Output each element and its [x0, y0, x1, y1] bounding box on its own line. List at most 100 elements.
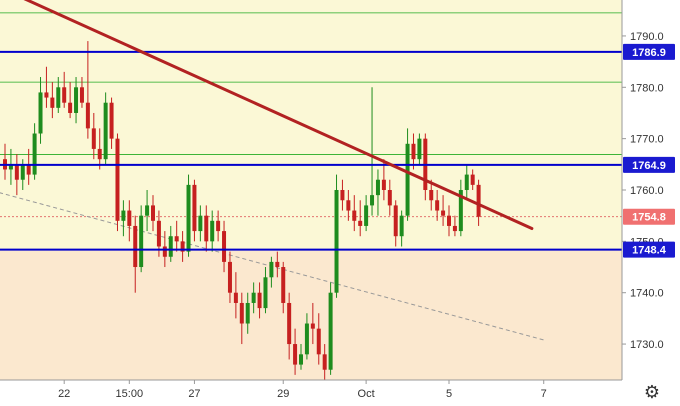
candle — [227, 251, 232, 303]
candle — [91, 112, 96, 160]
x-tick-label: 15:00 — [116, 388, 144, 400]
candle — [269, 256, 274, 288]
level-badge: 1786.9 — [623, 43, 675, 60]
candle — [85, 41, 90, 139]
candle-body — [38, 92, 43, 134]
candle — [192, 179, 197, 242]
trend-line[interactable] — [0, 0, 534, 231]
x-tick-label: 29 — [277, 388, 289, 400]
candle — [281, 261, 286, 314]
candle — [204, 205, 209, 252]
candle — [50, 82, 55, 119]
candle — [68, 82, 73, 119]
candle-body — [133, 225, 138, 268]
candle-body — [429, 190, 434, 201]
badge-label: 1748.4 — [632, 245, 667, 257]
level-badge: 1748.4 — [623, 241, 675, 258]
candle — [32, 123, 37, 180]
gear-icon[interactable]: ⚙ — [643, 382, 661, 403]
y-tick-label: 1740.0 — [630, 288, 664, 300]
candle — [405, 128, 410, 221]
candle-body — [180, 241, 185, 252]
candle-body — [198, 215, 203, 232]
candle — [8, 148, 13, 185]
candle-body — [458, 190, 463, 232]
candle — [458, 179, 463, 237]
y-tick-label: 1760.0 — [630, 185, 664, 197]
current-price-badge: 1754.8 — [623, 208, 675, 225]
background-bands — [0, 0, 622, 380]
candle-body — [447, 215, 451, 226]
candle-body — [222, 231, 227, 262]
candle-body — [174, 236, 179, 242]
candle — [62, 71, 67, 108]
candle-body — [44, 92, 49, 98]
candle-body — [299, 354, 303, 365]
candle — [97, 128, 102, 170]
candle — [245, 292, 250, 334]
candle-body — [393, 205, 398, 237]
candle-body — [26, 164, 31, 175]
candle — [210, 210, 215, 252]
candle — [56, 77, 61, 113]
candle-body — [85, 102, 90, 129]
candle — [233, 272, 238, 319]
candle — [447, 205, 451, 237]
candle-body — [417, 138, 422, 160]
candle — [387, 179, 392, 216]
horizontal-levels[interactable] — [0, 50, 622, 251]
candle — [293, 328, 298, 375]
candle-body — [216, 220, 221, 232]
candle — [145, 190, 150, 232]
badge-box — [623, 241, 675, 258]
candle — [127, 200, 132, 242]
candle-body — [103, 102, 108, 160]
candle-body — [97, 148, 102, 160]
candle-body — [375, 179, 380, 196]
candle — [340, 179, 345, 211]
candle-body — [381, 179, 386, 190]
candle-body — [168, 236, 173, 257]
candle — [180, 231, 185, 262]
candle-body — [139, 215, 144, 268]
badge-label: 1786.9 — [632, 47, 666, 59]
time-axis[interactable]: 22 15:00 27 29 Oct 5 7 — [0, 379, 622, 406]
candle-body — [263, 277, 268, 309]
x-tick-label: 7 — [541, 388, 547, 400]
candle — [139, 205, 144, 273]
candle-body — [281, 267, 286, 303]
trend-line-segment[interactable] — [0, 0, 534, 231]
x-tick-label: 27 — [188, 388, 200, 400]
band-lower — [0, 249, 622, 380]
badge-box — [623, 208, 675, 225]
candle-body — [310, 323, 315, 329]
candle-body — [227, 261, 232, 293]
candle-body — [316, 328, 321, 355]
candle-body — [245, 302, 250, 324]
candle — [310, 302, 315, 345]
candle-body — [62, 87, 67, 103]
candle — [168, 225, 173, 262]
candle-body — [322, 354, 327, 370]
candle-body — [269, 261, 274, 278]
candle-body — [387, 190, 392, 206]
candle — [470, 169, 475, 190]
candle — [381, 159, 386, 201]
price-axis[interactable]: 1730.01740.01750.01760.01770.01780.01790… — [621, 0, 680, 406]
candle-body — [204, 215, 209, 242]
candle — [222, 220, 227, 273]
candle-body — [304, 323, 309, 355]
candle — [299, 344, 303, 370]
candle-body — [192, 184, 197, 232]
candle — [44, 66, 49, 108]
candle-body — [14, 164, 19, 180]
candle — [435, 190, 440, 221]
candle-body — [145, 205, 150, 216]
badge-box — [623, 156, 675, 173]
candle — [399, 210, 404, 247]
candle — [393, 200, 398, 247]
y-tick-label: 1790.0 — [630, 31, 664, 43]
candle-body — [328, 292, 333, 370]
